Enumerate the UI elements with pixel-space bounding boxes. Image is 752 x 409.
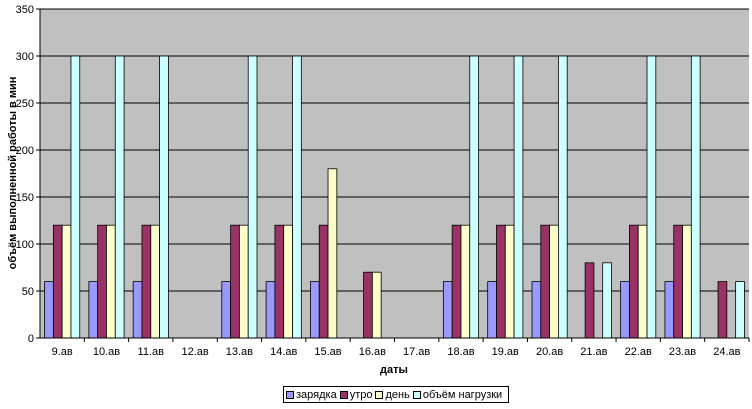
bar (469, 55, 479, 339)
y-axis-title: объём выполненной работы в мин (7, 77, 19, 270)
bar (88, 281, 99, 339)
legend-item: зарядка (286, 389, 337, 401)
bar (584, 262, 595, 339)
bar (230, 224, 240, 339)
y-tick-label: 100 (16, 239, 34, 251)
bar (247, 55, 258, 339)
x-axis-title: даты (380, 364, 408, 376)
bar (682, 224, 692, 339)
x-tick-label: 24.ав (713, 346, 740, 358)
x-tick-label: 22.ав (625, 346, 652, 358)
x-tick-label: 21.ав (580, 346, 607, 358)
bar (106, 224, 116, 339)
y-tick-label: 350 (16, 4, 34, 16)
bar (159, 55, 169, 339)
bar (602, 262, 612, 339)
bar (531, 281, 542, 339)
y-tick-label: 50 (22, 286, 34, 298)
bar (549, 224, 559, 339)
bar (646, 55, 657, 339)
bar (318, 224, 329, 339)
bar (487, 281, 497, 339)
y-tick-label: 150 (16, 192, 34, 204)
bar (513, 55, 524, 339)
legend-swatch (286, 390, 294, 399)
x-tick-label: 9.ав (52, 346, 73, 358)
bar (132, 281, 143, 339)
bar (557, 55, 568, 339)
bar (504, 224, 515, 339)
x-tick-label: 19.ав (492, 346, 519, 358)
legend-label: утро (349, 388, 373, 401)
bar (44, 281, 54, 339)
legend-label: объём нагрузки (422, 388, 503, 401)
bar (150, 224, 160, 339)
legend-item: день (375, 388, 410, 401)
bar (70, 55, 81, 339)
x-tick-label: 16.ав (359, 346, 386, 358)
legend-label: зарядка (296, 388, 337, 401)
y-tick-label: 300 (16, 51, 34, 63)
bar (664, 281, 675, 339)
legend-item: утро (339, 388, 373, 401)
bar (620, 281, 630, 339)
bar (717, 281, 728, 339)
bar (97, 224, 107, 339)
x-tick-label: 14.ав (270, 346, 297, 358)
x-tick-label: 12.ав (181, 346, 208, 358)
legend-item: объём нагрузки (412, 388, 503, 401)
bar (61, 224, 72, 339)
bar (310, 281, 320, 339)
y-tick-label: 0 (28, 333, 34, 345)
x-tick-label: 11.ав (138, 346, 165, 358)
x-tick-label: 18.ав (447, 346, 474, 358)
bar (363, 271, 373, 339)
y-tick-label: 250 (16, 98, 34, 110)
bar (292, 55, 302, 339)
bar (114, 55, 125, 339)
x-tick-label: 15.ав (314, 346, 341, 358)
bar (141, 224, 152, 339)
bar (637, 224, 648, 339)
bar (540, 224, 550, 339)
x-tick-label: 23.ав (669, 346, 696, 358)
legend-swatch (339, 390, 348, 399)
x-tick-label: 13.ав (226, 346, 253, 358)
bar (735, 281, 745, 339)
x-tick-label: 17.ав (403, 346, 430, 358)
bar (371, 271, 382, 339)
bar (442, 281, 453, 339)
bar (221, 281, 232, 339)
legend-swatch (412, 390, 421, 399)
bar (690, 55, 701, 339)
bar (274, 224, 285, 339)
bar (327, 168, 338, 339)
bar (239, 224, 249, 339)
bar (629, 224, 639, 339)
legend: зарядка утро день объём нагрузки (283, 386, 510, 403)
bar (451, 224, 462, 339)
legend-label: день (385, 388, 410, 401)
bar (496, 224, 506, 339)
y-tick-label: 200 (16, 145, 34, 157)
x-tick-label: 20.ав (536, 346, 563, 358)
bar (52, 224, 63, 339)
bar (460, 224, 471, 339)
x-tick-label: 10.ав (93, 346, 120, 358)
bar (283, 224, 293, 339)
bar (673, 224, 683, 339)
bar (265, 281, 276, 339)
legend-swatch (375, 390, 384, 399)
